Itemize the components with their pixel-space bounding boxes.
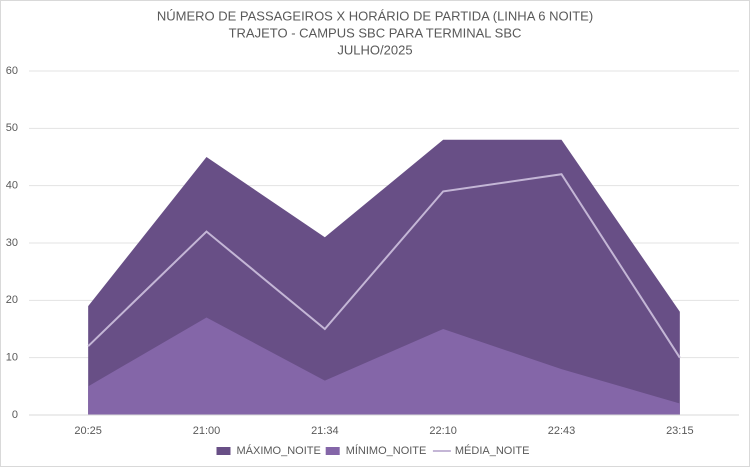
x-tick-label: 21:00: [193, 425, 221, 437]
x-tick-label: 23:15: [666, 425, 694, 437]
x-tick-label: 20:25: [74, 425, 102, 437]
legend-swatch: [216, 447, 231, 455]
x-tick-label: 22:43: [548, 425, 576, 437]
legend-label: MÉDIA_NOITE: [455, 444, 530, 457]
y-tick-label: 20: [6, 294, 18, 306]
y-tick-label: 30: [6, 237, 18, 249]
x-tick-label: 22:10: [429, 425, 457, 437]
chart-title: JULHO/2025: [337, 42, 412, 57]
legend-label: MÍNIMO_NOITE: [346, 444, 427, 457]
legend-label: MÁXIMO_NOITE: [237, 444, 321, 457]
y-tick-label: 60: [6, 65, 18, 77]
y-tick-label: 10: [6, 352, 18, 364]
y-tick-label: 40: [6, 180, 18, 192]
y-tick-label: 50: [6, 122, 18, 134]
legend-swatch: [325, 447, 340, 455]
x-tick-label: 21:34: [311, 425, 339, 437]
chart-title: TRAJETO - CAMPUS SBC PARA TERMINAL SBC: [229, 25, 522, 40]
y-tick-label: 0: [12, 409, 18, 421]
line: [87, 173, 681, 359]
chart-title: NÚMERO DE PASSAGEIROS X HORÁRIO DE PARTI…: [157, 8, 593, 23]
area: [88, 317, 680, 415]
